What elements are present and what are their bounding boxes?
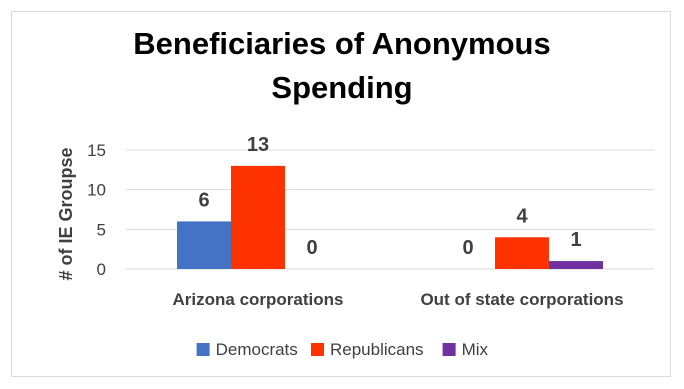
y-tick-label: 15 [87, 141, 106, 160]
chart-title-text: Beneficiaries of Anonymous Spending [133, 26, 551, 105]
data-label: 6 [198, 189, 209, 211]
legend: Democrats Republicans Mix [196, 340, 489, 359]
data-label: 4 [516, 205, 528, 227]
legend-label: Mix [462, 340, 489, 359]
legend-swatch-republicans [311, 343, 324, 356]
chart-title: Beneficiaries of Anonymous Spending [0, 22, 684, 110]
legend-swatch-democrats [196, 343, 210, 356]
legend-label: Democrats [216, 340, 298, 359]
bar-democrats [177, 221, 231, 269]
category-labels: Arizona corporations Out of state corpora… [173, 290, 624, 309]
data-label: 1 [570, 229, 581, 251]
bars [177, 165, 603, 269]
data-label: 0 [462, 237, 473, 259]
legend-swatch-mix [442, 343, 456, 356]
data-label: 0 [306, 237, 317, 259]
category-label: Arizona corporations [173, 290, 344, 309]
data-labels: 6 13 0 0 4 1 [198, 134, 581, 259]
y-tick-labels: 0 5 10 15 [87, 141, 106, 279]
legend-label: Republicans [330, 340, 424, 359]
chart-frame [11, 11, 671, 377]
y-axis-label: # of IE Groupse [56, 147, 76, 280]
y-tick-label: 10 [87, 181, 106, 200]
bar-republicans [231, 165, 285, 269]
y-tick-label: 0 [97, 260, 106, 279]
category-label: Out of state corporations [420, 290, 623, 309]
data-label: 13 [247, 134, 269, 156]
bar-mix [549, 261, 603, 269]
bar-republicans [495, 237, 549, 269]
y-tick-label: 5 [97, 220, 106, 239]
